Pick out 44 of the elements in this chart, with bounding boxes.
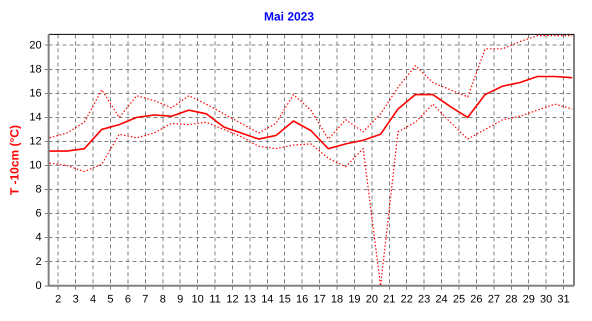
x-tick-label: 7 [142, 293, 148, 306]
x-tick-label: 31 [557, 293, 570, 306]
x-tick-label: 10 [191, 293, 204, 306]
x-tick-label: 17 [313, 293, 326, 306]
y-tick-label: 6 [36, 208, 42, 220]
x-tick-label: 25 [452, 293, 466, 306]
x-tick-label: 9 [177, 293, 184, 306]
x-tick-label: 5 [107, 293, 114, 306]
x-tick-label: 14 [261, 293, 274, 306]
x-tick-label: 8 [160, 293, 166, 306]
x-tick-label: 15 [278, 293, 291, 306]
x-tick-label: 29 [522, 293, 535, 306]
y-tick-label: 10 [29, 160, 42, 172]
y-tick-label: 8 [36, 184, 42, 196]
x-tick-label: 11 [209, 293, 221, 306]
y-tick-label: 16 [29, 87, 42, 100]
x-tick-label: 28 [505, 293, 518, 306]
x-tick-label: 19 [348, 293, 361, 306]
x-tick-label: 21 [383, 293, 396, 306]
x-tick-label: 13 [244, 293, 256, 306]
y-tick-label: 12 [29, 135, 42, 148]
y-tick-label: 0 [36, 280, 42, 292]
x-tick-label: 18 [330, 293, 344, 306]
x-tick-label: 6 [124, 293, 131, 306]
x-tick-label: 4 [90, 293, 96, 306]
y-tick-label: 4 [36, 232, 42, 244]
x-tick-label: 2 [55, 293, 62, 306]
y-tick-label: 20 [29, 39, 42, 52]
x-tick-label: 23 [418, 293, 430, 306]
x-tick-label: 30 [540, 293, 552, 306]
x-tick-label: 26 [470, 293, 483, 306]
y-tick-label: 2 [36, 256, 42, 268]
x-tick-label: 22 [400, 293, 413, 306]
x-tick-label: 3 [72, 293, 79, 306]
x-tick-label: 16 [296, 293, 308, 306]
x-tick-label: 24 [435, 293, 448, 306]
y-axis-title: T -10cm (°C) [8, 125, 22, 196]
chart-title: Mai 2023 [264, 10, 314, 24]
y-tick-label: 18 [29, 63, 42, 76]
x-tick-label: 12 [226, 293, 239, 306]
x-tick-label: 27 [488, 293, 500, 306]
y-tick-label: 14 [29, 111, 42, 124]
x-tick-label: 20 [366, 293, 378, 306]
line-series [48, 35, 573, 140]
